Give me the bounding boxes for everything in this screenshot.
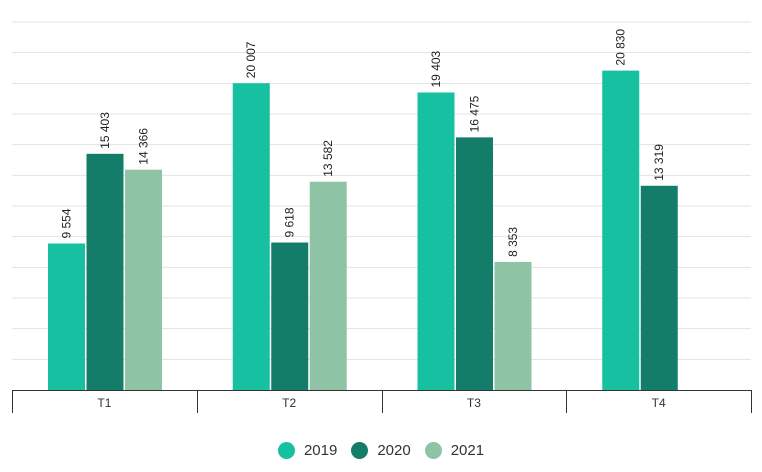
data-label-2021-T3: 8 353 — [506, 227, 520, 257]
x-tick-label-T1: T1 — [97, 396, 111, 410]
bar-2019-T3[interactable] — [417, 92, 455, 390]
legend-label-2020: 2020 — [377, 441, 411, 459]
bar-2020-T1[interactable] — [86, 153, 124, 390]
data-labels: 9 554 15 403 14 366 20 007 9 618 13 582 19 403… — [60, 29, 667, 257]
legend-swatch-2020 — [351, 441, 369, 459]
x-tick-label-T3: T3 — [467, 396, 481, 410]
legend-label-2021: 2021 — [450, 441, 485, 459]
bar-2019-T2[interactable] — [232, 83, 270, 390]
data-label-2020-T2: 9 618 — [283, 207, 297, 237]
data-label-2020-T4: 13 319 — [652, 144, 666, 181]
x-tick-label-T4: T4 — [652, 396, 666, 410]
data-label-2019-T3: 19 403 — [429, 50, 443, 87]
data-label-2019-T1: 9 554 — [60, 208, 74, 238]
legend-label-2019: 2019 — [303, 441, 338, 459]
data-label-2020-T3: 16 475 — [468, 95, 482, 132]
bar-2021-T2[interactable] — [309, 181, 347, 390]
bar-2020-T2[interactable] — [271, 242, 309, 390]
legend-item-2020[interactable]: 2020 — [351, 441, 411, 459]
data-label-2021-T2: 13 582 — [321, 140, 335, 177]
bars — [48, 70, 678, 391]
data-label-2020-T1: 15 403 — [98, 112, 112, 149]
data-label-2019-T4: 20 830 — [614, 29, 628, 66]
x-tick-label-T2: T2 — [282, 396, 296, 410]
bar-2020-T4[interactable] — [640, 185, 678, 390]
x-axis: T1 T2 T3 T4 — [12, 390, 752, 413]
legend-swatch-2021 — [424, 441, 442, 459]
bar-2019-T4[interactable] — [602, 70, 640, 391]
bar-2021-T1[interactable] — [125, 169, 162, 390]
data-label-2019-T2: 20 007 — [244, 41, 258, 78]
legend-swatch-2019 — [277, 441, 295, 459]
bar-2020-T3[interactable] — [456, 137, 493, 390]
bar-2021-T3[interactable] — [494, 261, 532, 390]
legend-item-2021[interactable]: 2021 — [424, 441, 485, 459]
legend: 2019 2020 2021 — [0, 437, 762, 463]
data-label-2021-T1: 14 366 — [137, 128, 151, 165]
legend-item-2019[interactable]: 2019 — [277, 441, 338, 459]
bar-2019-T1[interactable] — [48, 243, 85, 390]
